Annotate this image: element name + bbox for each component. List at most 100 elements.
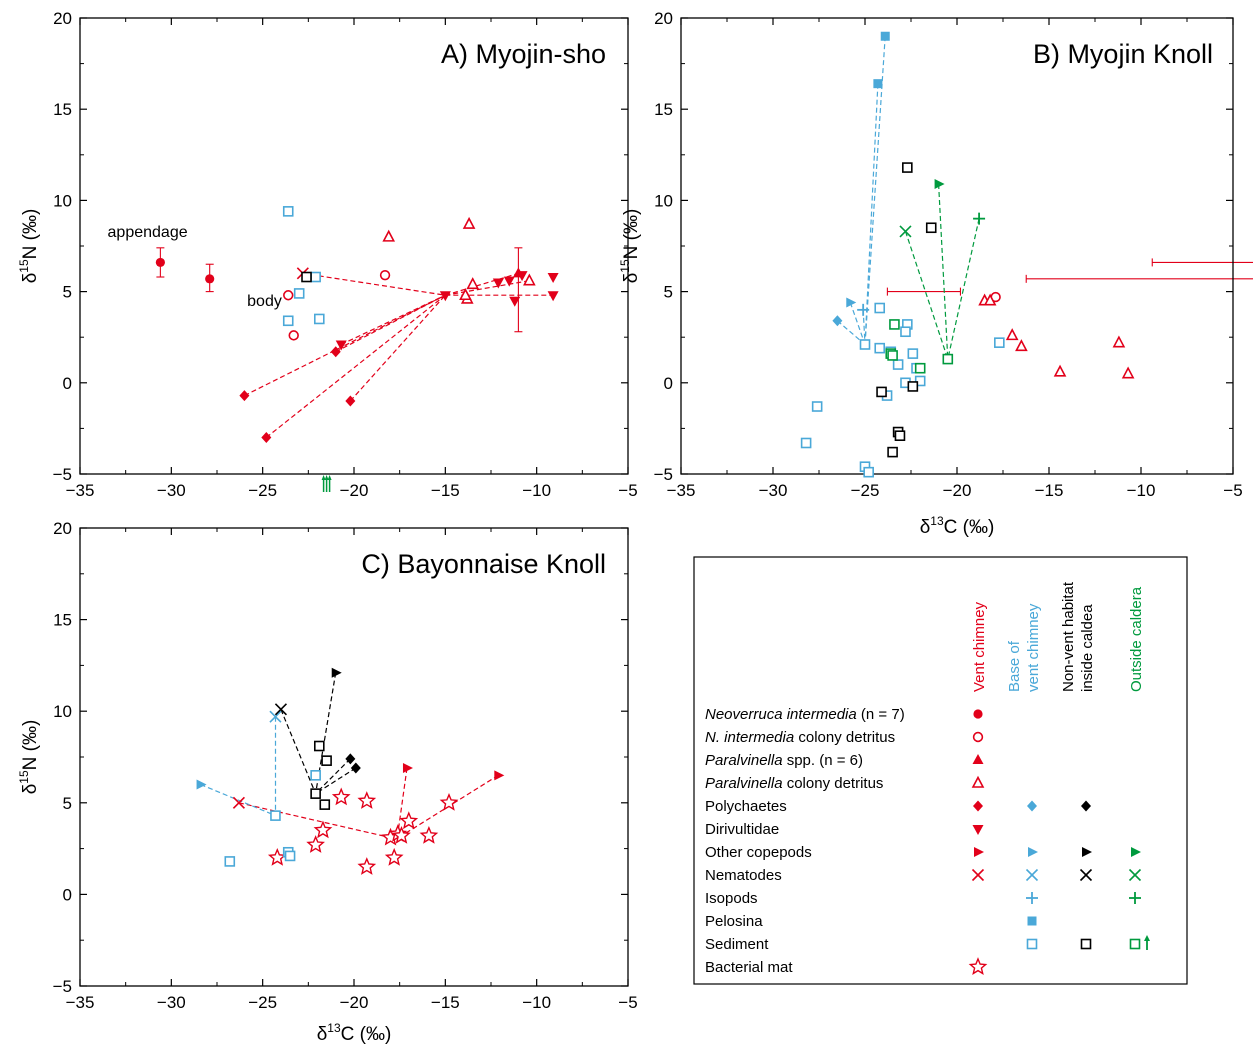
connector-line — [340, 294, 446, 346]
x-tick-label: −15 — [431, 993, 460, 1012]
plot-frame — [79, 527, 629, 987]
data-point-base-square-filled — [873, 79, 883, 89]
data-point-outside-triangle-right — [934, 178, 945, 189]
data-point-vent-triangle-down — [516, 271, 528, 282]
legend-marker-outside-square-open-arrow-arrow-head — [1144, 935, 1150, 941]
legend-marker-outside-square-open-arrow-square — [1129, 938, 1141, 950]
data-point-vent-diamond — [239, 390, 250, 402]
y-tick-label: 15 — [654, 100, 673, 119]
x-tick-label: −20 — [943, 481, 972, 500]
y-axis-label-unit: N (‰) — [20, 720, 41, 771]
data-point-base-square-open — [270, 810, 281, 821]
connector-line — [397, 767, 408, 834]
y-axis-label-delta: δ — [20, 273, 41, 284]
data-point-base-square-open — [800, 437, 812, 449]
data-point-base-square-open — [811, 401, 823, 412]
data-point-vent-triangle-down — [547, 273, 559, 284]
legend-row-label: Other copepods — [705, 844, 812, 861]
x-tick-label: −35 — [66, 993, 95, 1012]
connector-line — [349, 294, 446, 402]
legend-marker-base-cross — [1025, 868, 1039, 882]
legend-row-label-part: Sediment — [705, 936, 769, 953]
annotation-label: body — [247, 293, 282, 310]
legend-marker-outside-cross-stroke-b — [1128, 868, 1142, 882]
legend-row-label-part: Dirivultidae — [705, 821, 779, 838]
legend-marker-vent-triangle-filled — [972, 754, 984, 764]
annotation-label: appendage — [108, 224, 188, 241]
data-point-vent-triangle-open — [1005, 328, 1019, 341]
x-tick-label: −10 — [522, 481, 551, 500]
connector-line — [947, 218, 980, 360]
green-arrow-head — [327, 475, 332, 480]
legend-row-label-part: colony detritus — [783, 775, 884, 792]
x-tick-label: −25 — [851, 481, 880, 500]
panel-a: −35 −30 −25 −20 −15 −10 −5 −5 0 5 10 15 20 A) Myojin-… — [17, 9, 1253, 500]
connector-line — [335, 294, 446, 353]
legend-marker-base-diamond — [1027, 800, 1037, 812]
data-point-nonvent-square-open — [310, 788, 321, 799]
green-arrow-head — [324, 475, 329, 480]
y-tick-label: −5 — [654, 465, 673, 484]
data-point-nonvent-cross — [274, 703, 287, 716]
connector-line — [280, 709, 317, 794]
data-point-vent-star — [313, 820, 333, 839]
legend-row-label: Dirivultidae — [705, 821, 779, 838]
legend-row-label-part: colony detritus — [794, 729, 895, 746]
data-point-outside-cross-stroke-b — [899, 225, 912, 238]
x-tick-label: −15 — [1035, 481, 1064, 500]
x-tick-label: −30 — [157, 993, 186, 1012]
connector-line — [315, 767, 357, 795]
y-axis-label-superscript: 15 — [618, 259, 632, 273]
legend-column-header: vent chimney — [1025, 603, 1042, 692]
y-axis-label: δ15N (‰) — [17, 720, 41, 795]
data-point-base-square-open — [994, 337, 1005, 348]
data-point-vent-star — [384, 847, 404, 866]
data-point-base-square-open — [282, 206, 294, 217]
data-point-vent-star — [267, 847, 287, 866]
data-point-vent-triangle-open — [1121, 366, 1135, 379]
legend-row-label-part: (n = 7) — [857, 706, 905, 723]
data-point-vent-star — [357, 791, 377, 809]
data-point-base-diamond — [832, 315, 843, 327]
y-axis-label: δ15N (‰) — [618, 209, 642, 284]
data-point-vent-cross-stroke-b — [232, 796, 245, 809]
x-tick-label: −30 — [759, 481, 788, 500]
data-point-base-square-open — [293, 288, 305, 299]
data-point-base-square-open — [874, 302, 886, 314]
y-tick-label: 10 — [654, 191, 673, 210]
legend-marker-base-square-filled — [1027, 916, 1037, 926]
y-axis-label-unit: N (‰) — [20, 209, 41, 260]
data-point-vent-star — [399, 811, 419, 830]
data-point-outside-square-open — [914, 362, 926, 374]
data-point-base-cross-stroke-b — [269, 710, 282, 723]
data-point-base-square-open — [907, 348, 919, 359]
data-point-vent-circle-open — [288, 330, 299, 341]
x-axis-label-unit: C (‰) — [944, 517, 995, 538]
data-point-outside-square-open — [942, 353, 954, 365]
legend-marker-nonvent-cross-stroke-b — [1079, 868, 1093, 882]
x-tick-label: −20 — [340, 481, 369, 500]
plot-frame — [680, 17, 1234, 475]
data-point-base-square-open — [874, 342, 886, 354]
connector-line — [904, 231, 949, 360]
legend-marker-vent-cross-stroke-b — [971, 868, 985, 882]
legend-marker-nonvent-triangle-right — [1082, 847, 1092, 857]
data-point-vent-triangle-down — [509, 296, 521, 307]
plot-frame — [79, 17, 629, 475]
y-tick-label: 5 — [664, 283, 673, 302]
data-point-nonvent-triangle-right — [331, 667, 342, 678]
connector-line — [315, 758, 351, 795]
panel-title: A) Myojin-sho — [441, 39, 606, 69]
data-point-base-triangle-right — [196, 779, 207, 790]
data-point-nonvent-square-open — [313, 740, 325, 752]
data-point-vent-triangle-open — [523, 273, 536, 286]
legend-marker-base-cross-stroke-b — [1025, 868, 1039, 882]
error-bar — [514, 247, 962, 333]
legend-marker-nonvent-diamond — [1081, 800, 1091, 812]
data-point-vent-star — [331, 787, 351, 806]
legend-marker-nonvent-cross — [1079, 868, 1093, 882]
y-tick-label: 15 — [53, 100, 72, 119]
data-point-base-square-open — [892, 359, 904, 370]
connector-line — [315, 672, 337, 794]
data-point-vent-circle-open — [283, 290, 294, 301]
